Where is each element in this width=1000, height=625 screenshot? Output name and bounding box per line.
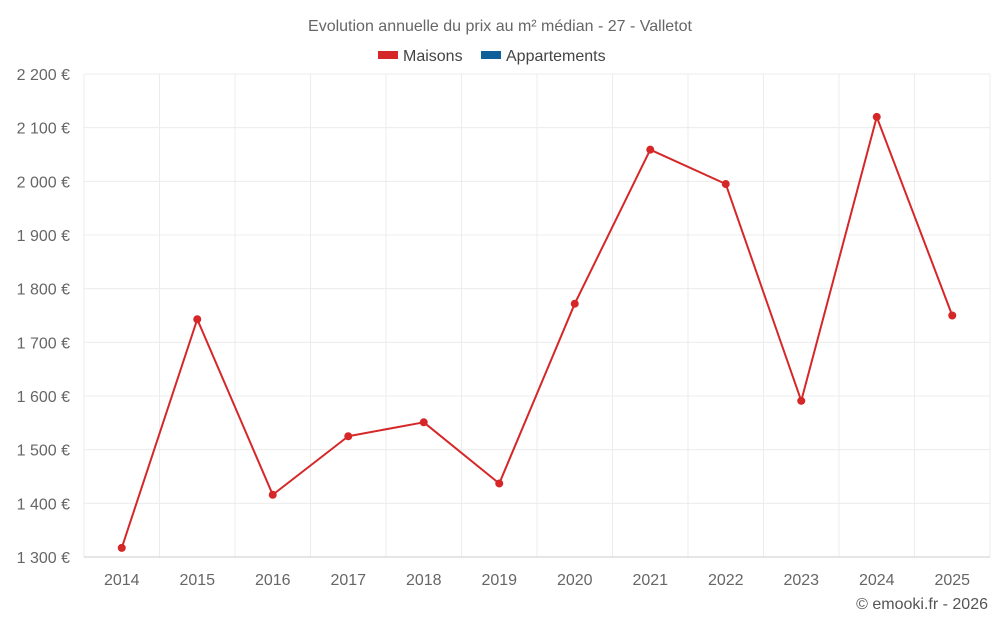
y-tick-label: 1 900 €: [17, 228, 70, 245]
x-tick-label: 2016: [255, 572, 291, 589]
data-point[interactable]: [570, 299, 579, 308]
data-point[interactable]: [268, 490, 277, 499]
x-tick-label: 2022: [708, 572, 744, 589]
data-point[interactable]: [117, 543, 126, 552]
data-point[interactable]: [344, 432, 353, 441]
data-point[interactable]: [495, 479, 504, 488]
data-point[interactable]: [193, 315, 202, 324]
legend-item-maisons[interactable]: Maisons: [378, 48, 463, 65]
legend-item-appartements[interactable]: Appartements: [481, 48, 606, 65]
x-tick-label: 2023: [783, 572, 819, 589]
legend-swatch-appartements: [481, 51, 501, 59]
legend-label-maisons: Maisons: [403, 48, 463, 65]
y-tick-label: 1 800 €: [17, 282, 70, 299]
credit-text: © emooki.fr - 2026: [856, 596, 988, 613]
x-tick-label: 2018: [406, 572, 442, 589]
x-tick-label: 2014: [104, 572, 140, 589]
chart-title: Evolution annuelle du prix au m² médian …: [308, 18, 692, 35]
y-tick-label: 2 200 €: [17, 67, 70, 84]
x-tick-label: 2020: [557, 572, 593, 589]
x-tick-label: 2019: [481, 572, 517, 589]
x-tick-label: 2015: [179, 572, 215, 589]
legend-swatch-maisons: [378, 51, 398, 59]
x-tick-label: 2021: [632, 572, 668, 589]
x-tick-label: 2017: [330, 572, 366, 589]
x-tick-label: 2025: [934, 572, 970, 589]
y-tick-label: 1 400 €: [17, 496, 70, 513]
data-point[interactable]: [948, 311, 957, 320]
series-line-maisons: [120, 115, 954, 549]
y-tick-label: 2 000 €: [17, 174, 70, 191]
data-point[interactable]: [872, 112, 881, 121]
y-tick-label: 1 600 €: [17, 389, 70, 406]
legend-label-appartements: Appartements: [506, 48, 606, 65]
data-point[interactable]: [797, 396, 806, 405]
data-point[interactable]: [419, 418, 428, 427]
data-point[interactable]: [721, 180, 730, 189]
data-point[interactable]: [646, 145, 655, 154]
legend: Maisons Appartements: [378, 48, 606, 65]
y-tick-label: 1 700 €: [17, 335, 70, 352]
y-tick-label: 2 100 €: [17, 121, 70, 138]
x-tick-label: 2024: [859, 572, 895, 589]
y-tick-label: 1 500 €: [17, 443, 70, 460]
y-tick-label: 1 300 €: [17, 550, 70, 567]
